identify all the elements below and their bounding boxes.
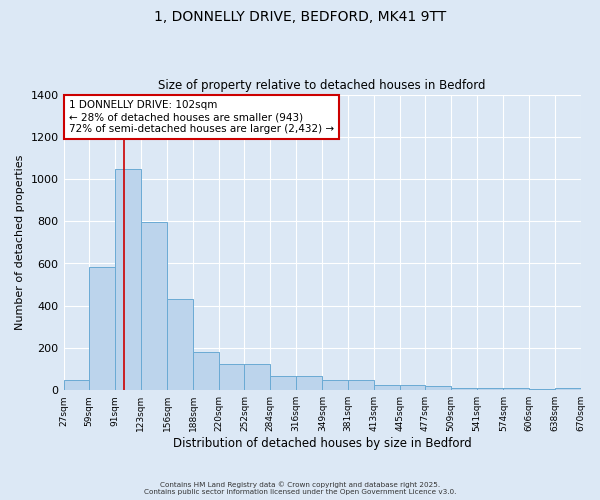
Text: 1 DONNELLY DRIVE: 102sqm
← 28% of detached houses are smaller (943)
72% of semi-: 1 DONNELLY DRIVE: 102sqm ← 28% of detach… [69, 100, 334, 134]
Y-axis label: Number of detached properties: Number of detached properties [15, 154, 25, 330]
Bar [348, 380, 374, 390]
Bar [425, 386, 451, 390]
Bar [270, 376, 296, 390]
Bar [503, 388, 529, 390]
Text: 1, DONNELLY DRIVE, BEDFORD, MK41 9TT: 1, DONNELLY DRIVE, BEDFORD, MK41 9TT [154, 10, 446, 24]
Bar [374, 385, 400, 390]
Bar [89, 266, 115, 390]
Bar [451, 388, 477, 390]
Bar [529, 389, 555, 390]
Title: Size of property relative to detached houses in Bedford: Size of property relative to detached ho… [158, 79, 486, 92]
X-axis label: Distribution of detached houses by size in Bedford: Distribution of detached houses by size … [173, 437, 472, 450]
Bar [477, 388, 503, 390]
Bar [244, 364, 270, 390]
Bar [115, 169, 141, 390]
Bar [64, 380, 89, 390]
Bar [555, 388, 581, 390]
Bar [296, 376, 322, 390]
Text: Contains HM Land Registry data © Crown copyright and database right 2025.
Contai: Contains HM Land Registry data © Crown c… [144, 482, 456, 495]
Bar [400, 385, 425, 390]
Bar [322, 380, 348, 390]
Bar [167, 299, 193, 390]
Bar [219, 364, 244, 390]
Bar [141, 222, 167, 390]
Bar [193, 352, 219, 390]
